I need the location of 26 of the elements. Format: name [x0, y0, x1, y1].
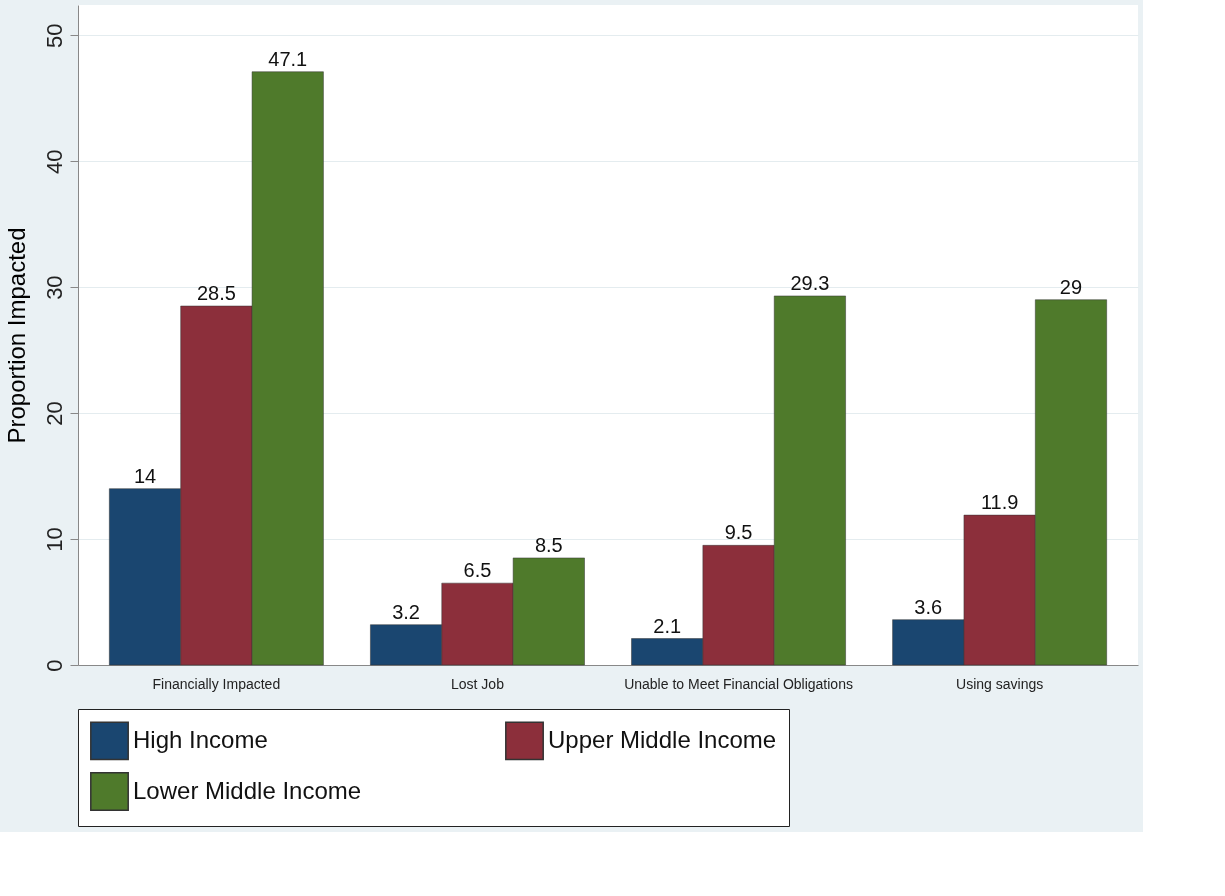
y-axis-title: Proportion Impacted: [2, 227, 30, 444]
data-label: 29: [1059, 275, 1083, 298]
data-label: 3.2: [392, 600, 420, 623]
legend-label: High Income: [133, 725, 268, 753]
y-tick-label: 0: [41, 659, 67, 672]
data-label: 14: [133, 464, 157, 487]
y-tick-label: 40: [41, 149, 67, 174]
legend-label: Upper Middle Income: [548, 725, 777, 753]
data-label: 6.5: [463, 559, 492, 582]
data-label: 2.1: [653, 614, 682, 637]
data-label: 29.3: [790, 271, 830, 294]
y-tick-label: 20: [41, 401, 67, 426]
data-label: 28.5: [196, 282, 236, 305]
x-tick-label: Using savings: [956, 675, 1044, 692]
data-label: 3.6: [914, 595, 943, 618]
y-tick-label: 50: [41, 23, 67, 48]
data-label: 8.5: [534, 533, 563, 556]
data-label: 47.1: [268, 47, 308, 70]
x-tick-label: Financially Impacted: [152, 675, 281, 692]
x-tick-label: Unable to Meet Financial Obligations: [624, 675, 853, 692]
y-tick-label: 30: [41, 275, 67, 300]
y-tick-label: 10: [41, 527, 67, 552]
legend-label: Lower Middle Income: [133, 776, 362, 804]
data-label: 9.5: [724, 521, 753, 544]
data-label: 11.9: [980, 491, 1019, 514]
x-tick-label: Lost Job: [450, 675, 505, 692]
